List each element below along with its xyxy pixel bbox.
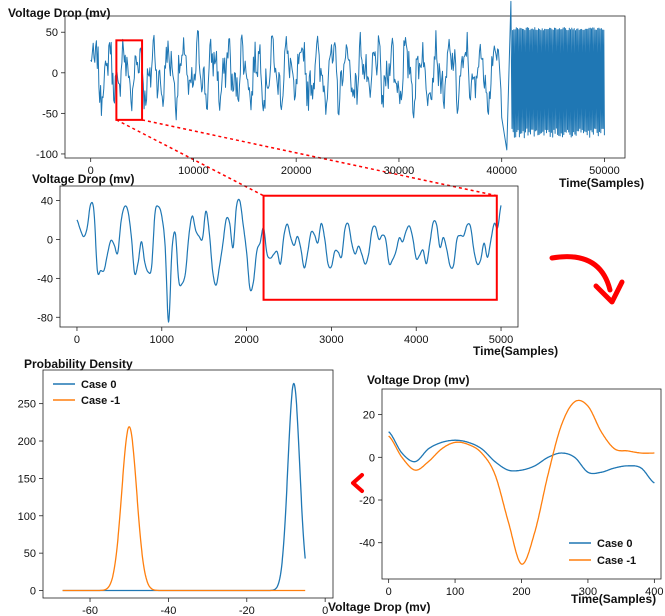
- panel-full-signal-ytick-label: -100: [36, 149, 58, 161]
- cases-line-1: [388, 399, 655, 565]
- panel-density-xtick-label: 0: [322, 605, 328, 616]
- panel-zoom-signal: Voltage Drop (mv) Time(Samples) 0 1000 200…: [32, 172, 558, 358]
- panel-full-signal-ytick-label: 0: [52, 68, 58, 80]
- panel-full-signal: Voltage Drop (mv) Time(Samples) 0 10000 20…: [8, 0, 644, 190]
- panel-zoom-signal-xtick-label: 2000: [234, 334, 258, 346]
- panel-cases-ytick-label: -20: [359, 495, 375, 507]
- panel-density-ytick-label: 100: [18, 511, 36, 523]
- panel-zoom-signal-ylabel: Voltage Drop (mv): [32, 172, 134, 186]
- panel-density-ytick-label: 250: [18, 399, 36, 411]
- panel-full-signal-ylabel: Voltage Drop (mv): [8, 6, 110, 20]
- panel-zoom-signal-xtick-label: 4000: [404, 334, 428, 346]
- full-signal-line: [90, 0, 605, 151]
- panel-zoom-signal-frame: [59, 185, 519, 328]
- panel-zoom-signal-ytick-label: 40: [41, 196, 53, 208]
- panel-density-xtick-label: -20: [239, 605, 255, 616]
- panel-cases-xtick-label: 400: [645, 586, 663, 598]
- panel-full-signal-xtick-label: 50000: [589, 165, 620, 177]
- curved-arrow-icon: [549, 254, 613, 293]
- panel-zoom-signal-ytick-label: -80: [37, 312, 53, 324]
- panel-zoom-signal-xtick-label: 5000: [489, 334, 513, 346]
- panel-density-ytick-label: 0: [30, 586, 36, 598]
- panel-cases: Voltage Drop (mv) Time(Samples) 0 100 200 3…: [359, 373, 663, 606]
- panel-cases-ytick-label: 0: [369, 452, 375, 464]
- zoom-signal-highlight-box: [262, 194, 498, 301]
- panel-density-xtick-label: -40: [160, 605, 176, 616]
- panel-cases-frame: [381, 388, 662, 580]
- full-signal-zoom-box: [115, 39, 144, 121]
- density-legend-label-0: Case 0: [81, 379, 116, 391]
- panel-zoom-signal-xtick-label: 1000: [150, 334, 174, 346]
- zoom-signal-line: [76, 198, 502, 323]
- panel-cases-ylabel: Voltage Drop (mv): [367, 373, 469, 387]
- cases-legend-label-1: Case -1: [597, 555, 636, 567]
- panel-cases-xtick-label: 100: [446, 586, 464, 598]
- panel-density-xtick-label: -60: [82, 605, 98, 616]
- panel-density-ylabel: Probability Density: [24, 357, 133, 371]
- panel-cases-ytick-label: 20: [363, 410, 375, 422]
- panel-zoom-signal-xtick-label: 3000: [319, 334, 343, 346]
- panel-full-signal-xtick-label: 30000: [384, 165, 415, 177]
- panel-full-signal-xtick-label: 20000: [281, 165, 312, 177]
- panel-density-xlabel: Voltage Drop (mv): [328, 600, 430, 614]
- panel-zoom-signal-xlabel: Time(Samples): [473, 344, 558, 358]
- panel-full-signal-xlabel: Time(Samples): [559, 176, 644, 190]
- panel-cases-xtick-label: 300: [579, 586, 597, 598]
- panel-full-signal-xtick-label: 10000: [178, 165, 209, 177]
- density-legend-label-1: Case -1: [81, 395, 120, 407]
- curved-arrow-head-icon: [593, 279, 625, 305]
- panel-full-signal-ytick-label: 50: [46, 27, 58, 39]
- panel-density-ytick-label: 150: [18, 473, 36, 485]
- panel-full-signal-frame: [64, 15, 626, 159]
- panel-full-signal-ytick-label: -50: [42, 108, 58, 120]
- panel-density: Probability Density Voltage Drop (mv) -6…: [18, 357, 431, 616]
- cases-legend-label-0: Case 0: [597, 538, 632, 550]
- density-line-0: [62, 382, 306, 592]
- panel-density-ytick-label: 200: [18, 436, 36, 448]
- panel-cases-ytick-label: -40: [359, 538, 375, 550]
- panel-full-signal-xtick-label: 0: [88, 165, 94, 177]
- panel-zoom-signal-ytick-label: 0: [47, 234, 53, 246]
- panel-full-signal-xtick-label: 40000: [486, 165, 517, 177]
- panel-density-ytick-label: 50: [24, 548, 36, 560]
- panel-density-frame: [42, 369, 334, 599]
- panel-zoom-signal-ytick-label: -40: [37, 273, 53, 285]
- panel-zoom-signal-xtick-label: 0: [74, 334, 80, 346]
- panel-cases-xlabel: Time(Samples): [571, 592, 656, 606]
- chevron-left-icon: [351, 473, 364, 493]
- panel-cases-xtick-label: 0: [386, 586, 392, 598]
- panel-cases-xtick-label: 200: [512, 586, 530, 598]
- cases-line-0: [388, 431, 655, 484]
- density-line-1: [62, 426, 306, 592]
